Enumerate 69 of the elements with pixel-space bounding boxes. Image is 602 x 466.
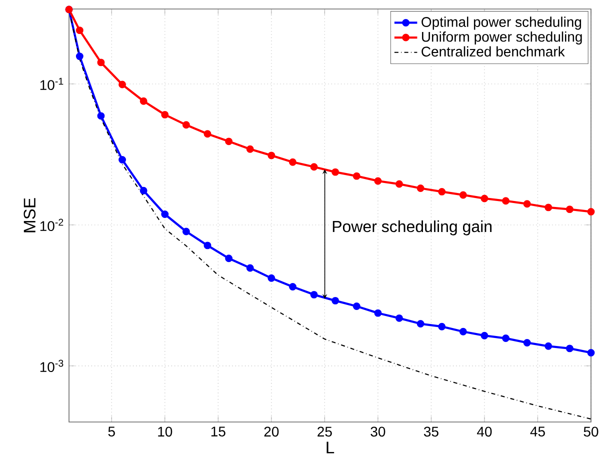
point [76, 52, 84, 60]
x-tick-label: 35 [424, 426, 438, 437]
point [587, 348, 595, 356]
y-axis-title: MSE [24, 198, 36, 232]
point [544, 204, 552, 212]
x-tick-label: 15 [211, 426, 226, 436]
point [502, 197, 510, 205]
point [268, 274, 276, 282]
annotation: Power scheduling gain [332, 220, 492, 236]
point [502, 334, 510, 342]
point [204, 130, 212, 138]
point [310, 163, 318, 171]
point [246, 264, 254, 272]
x-tick-label: 20 [264, 426, 279, 437]
point [310, 290, 318, 298]
point [459, 191, 467, 199]
x-tick-label: 50 [584, 426, 598, 437]
point [225, 254, 233, 262]
point [288, 158, 296, 166]
point [332, 296, 340, 304]
point [332, 168, 340, 176]
x-tick-label: 45 [530, 426, 545, 436]
point [352, 172, 360, 180]
point [204, 242, 212, 250]
point [396, 314, 403, 322]
point [438, 188, 446, 196]
point [480, 194, 488, 202]
point [76, 26, 84, 34]
point [268, 152, 276, 160]
point [459, 328, 467, 336]
point [396, 180, 403, 188]
point [225, 138, 233, 146]
legend-label: Uniform power scheduling [422, 31, 582, 45]
point [374, 177, 382, 185]
point [544, 342, 552, 350]
point [566, 344, 574, 352]
point [416, 320, 424, 328]
point [161, 110, 169, 118]
y-tick-label: 10$^{-1}$ [40, 78, 64, 90]
x-tick-label: 40 [476, 426, 492, 437]
point [246, 145, 254, 153]
point [352, 302, 360, 310]
x-axis-title: L [326, 442, 334, 454]
x-tick-label: 30 [370, 426, 386, 437]
x-tick-label: 10 [158, 426, 172, 437]
point [97, 58, 105, 66]
point [161, 210, 169, 218]
point [140, 97, 148, 105]
point [566, 206, 574, 214]
legend-label: Optimal power scheduling [422, 16, 582, 30]
point [97, 112, 105, 120]
point [523, 200, 531, 208]
point [480, 332, 488, 340]
point [374, 309, 382, 317]
point [118, 80, 126, 88]
point [416, 184, 424, 192]
point [587, 208, 595, 216]
point [288, 283, 296, 291]
point [182, 121, 190, 129]
legend-label: Centralized benchmark [422, 46, 565, 57]
y-tick-label: 10$^{-3}$ [40, 360, 64, 372]
x-tick-label: 5 [108, 426, 115, 436]
y-tick-label: 10$^{-2}$ [40, 218, 64, 232]
point [182, 228, 190, 236]
point [118, 156, 126, 164]
point [523, 338, 531, 346]
point [140, 186, 148, 194]
point [438, 322, 446, 330]
x-tick-label: 25 [318, 426, 332, 437]
